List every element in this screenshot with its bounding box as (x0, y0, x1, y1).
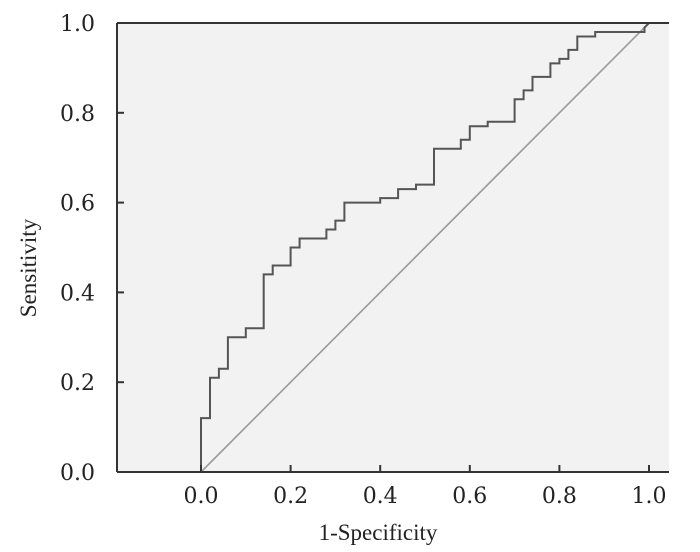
x-tick-label: 0.0 (184, 484, 219, 509)
plot-frame (116, 22, 669, 473)
x-axis-title: 1-Specificity (319, 520, 438, 545)
y-tick-label: 0.6 (60, 192, 95, 217)
x-tick-label: 0.6 (452, 484, 487, 509)
reference-diagonal-line (200, 22, 650, 473)
x-tick-label: 1.0 (632, 484, 667, 509)
y-tick-label: 0.0 (60, 461, 95, 486)
roc-curve-layer (200, 22, 650, 472)
y-axis-ticks: 0.0 0.2 0.4 0.6 0.8 1.0 (60, 12, 124, 486)
y-tick-label: 0.4 (60, 281, 95, 306)
y-axis-title: Sensitivity (16, 218, 41, 317)
reference-line-layer (200, 22, 650, 473)
x-axis-ticks: 0.0 0.2 0.4 0.6 0.8 1.0 (184, 465, 667, 509)
y-tick-label: 0.8 (60, 102, 95, 127)
y-tick-label: 0.2 (60, 371, 95, 396)
x-tick-label: 0.2 (273, 484, 308, 509)
x-tick-label: 0.4 (363, 484, 398, 509)
x-tick-label: 0.8 (542, 484, 577, 509)
plot-area (117, 23, 669, 472)
y-tick-label: 1.0 (60, 12, 95, 37)
roc-curve (200, 22, 650, 472)
